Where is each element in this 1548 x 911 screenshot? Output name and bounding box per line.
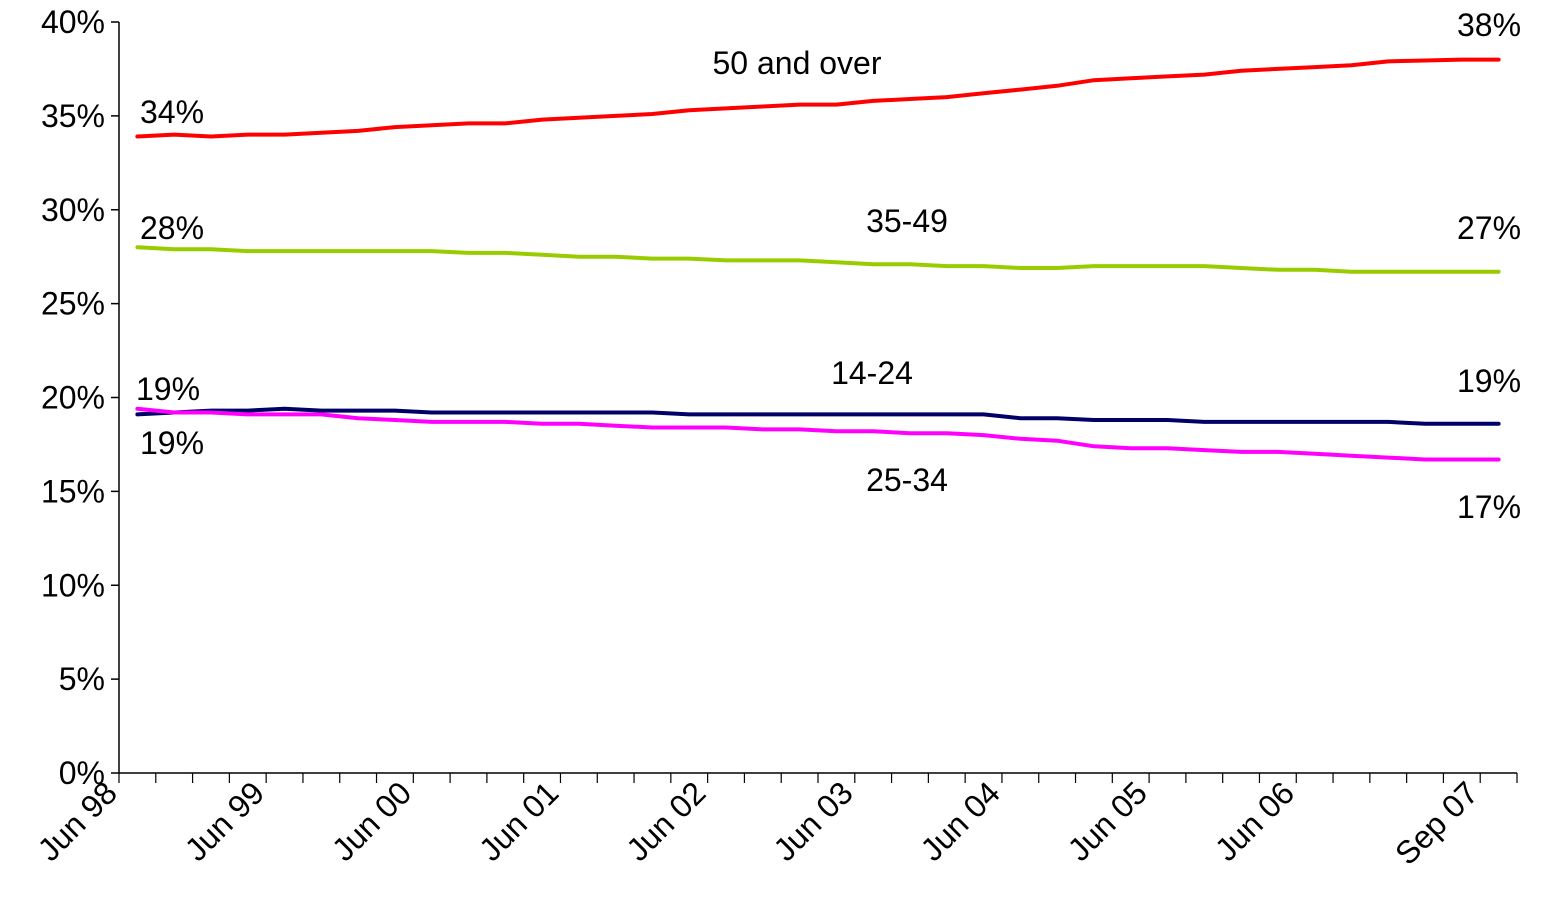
y-tick-label: 25% [41, 286, 105, 322]
series-line-50-and-over [135, 57, 1501, 139]
series-label-25-34: 25-34 [866, 462, 948, 498]
x-tick-label: Jun 99 [178, 774, 271, 867]
series-label-50-and-over: 50 and over [712, 45, 881, 81]
end-label-50-and-over: 38% [1457, 7, 1521, 43]
y-tick-label: 5% [59, 661, 105, 697]
x-tick-label: Jun 02 [619, 774, 712, 867]
series-line-14-24 [135, 406, 1501, 426]
y-tick-label: 40% [41, 4, 105, 40]
y-tick-label: 15% [41, 473, 105, 509]
axes [111, 21, 1518, 783]
start-label-14-24: 19% [136, 371, 200, 407]
series-line-25-34 [135, 406, 1501, 462]
y-tick-label: 30% [41, 192, 105, 228]
y-tick-label: 0% [59, 755, 105, 791]
start-label-50-and-over: 34% [140, 94, 204, 130]
y-tick-label: 10% [41, 567, 105, 603]
x-tick-label: Jun 06 [1208, 774, 1301, 867]
y-tick-label: 20% [41, 380, 105, 416]
start-label-35-49: 28% [140, 210, 204, 246]
y-tick-label: 35% [41, 98, 105, 134]
x-tick-label: Sep 07 [1388, 774, 1485, 871]
series-label-35-49: 35-49 [866, 203, 948, 239]
series-line-35-49 [135, 245, 1501, 274]
x-tick-label: Jun 01 [472, 774, 565, 867]
series-label-14-24: 14-24 [831, 355, 913, 391]
end-label-14-24: 19% [1457, 363, 1521, 399]
x-tick-label: Jun 05 [1061, 774, 1154, 867]
series-lines [135, 57, 1501, 462]
x-tick-label: Jun 04 [914, 774, 1007, 867]
annotations: 50 and over 34% 38% 35-49 28% 27% 14-24 … [136, 7, 1521, 525]
end-label-25-34: 17% [1457, 489, 1521, 525]
end-label-35-49: 27% [1457, 210, 1521, 246]
x-tick-label: Jun 00 [325, 774, 418, 867]
start-label-25-34: 19% [140, 425, 204, 461]
x-tick-label: Jun 03 [766, 774, 859, 867]
